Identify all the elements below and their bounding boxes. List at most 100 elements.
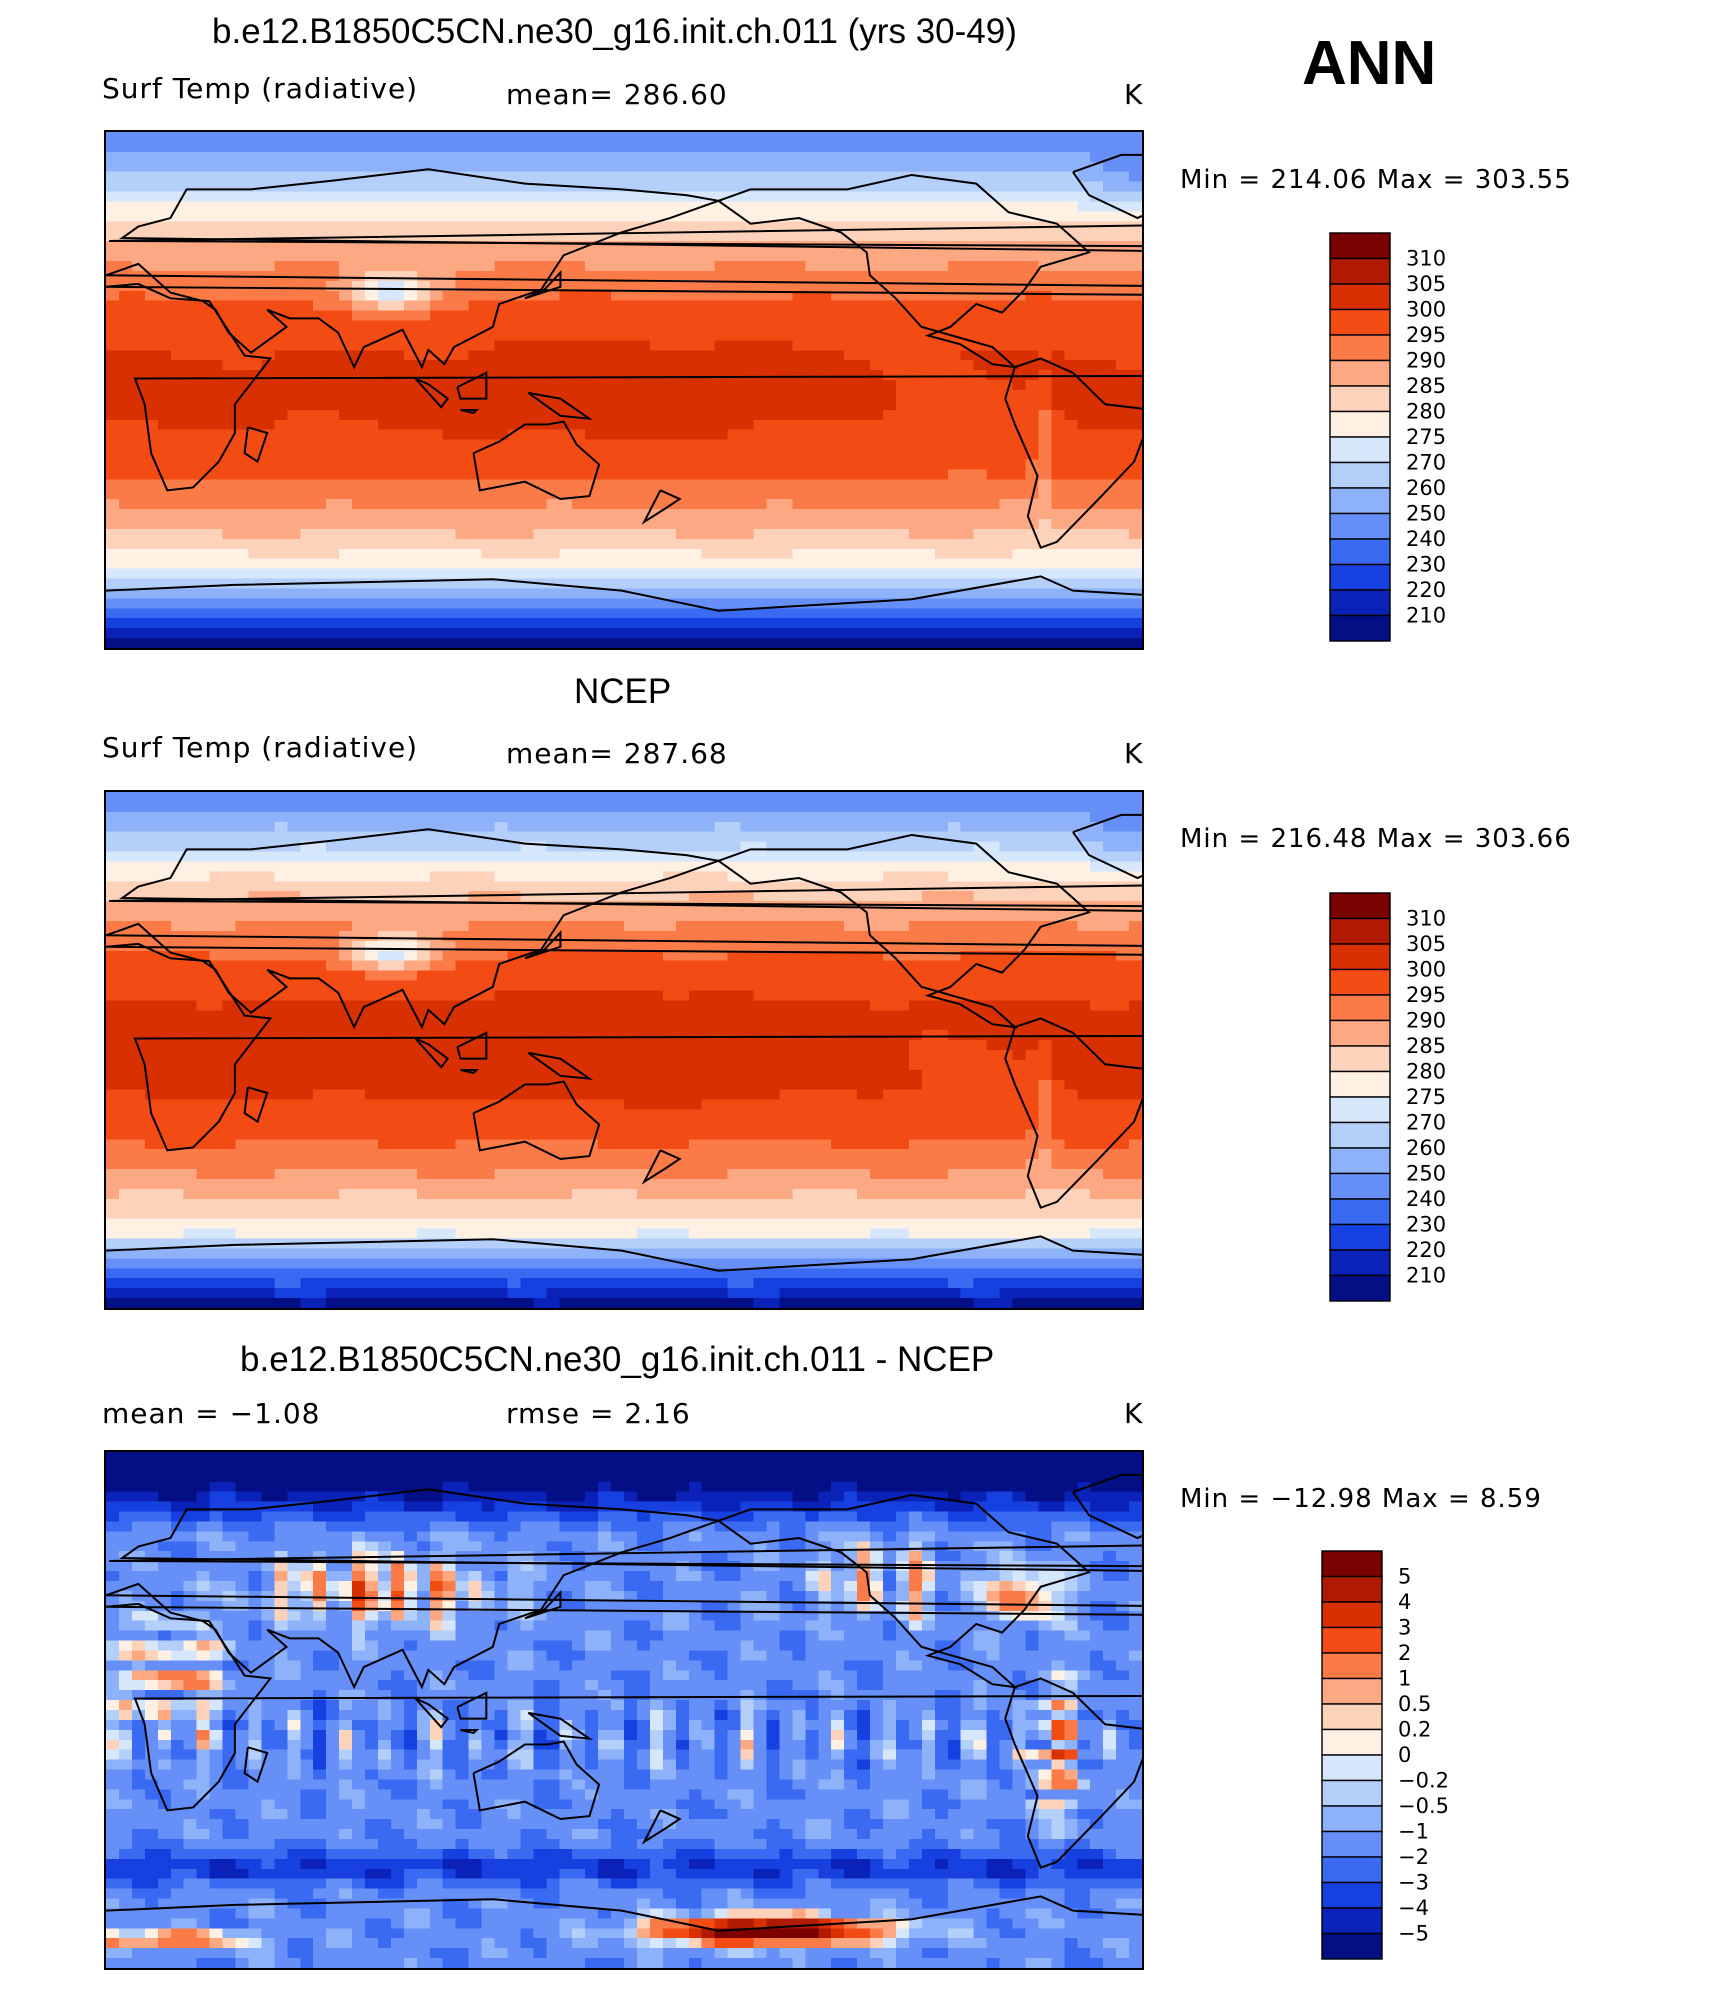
colorbar-segment bbox=[1321, 1805, 1383, 1833]
colorbar-tick-label: 240 bbox=[1406, 527, 1446, 551]
panel-title-obs: NCEP bbox=[574, 672, 672, 711]
colorbar-segment bbox=[1329, 614, 1391, 642]
colorbar-tick-label: 270 bbox=[1406, 451, 1446, 475]
colorbar-segment bbox=[1321, 1932, 1383, 1960]
colorbar-tick-label: 0.5 bbox=[1398, 1692, 1431, 1716]
coastline bbox=[243, 1746, 269, 1784]
coastline bbox=[106, 1488, 1142, 1690]
colorbar-tick-label: 270 bbox=[1406, 1111, 1446, 1135]
colorbar-tick-label: −2 bbox=[1398, 1845, 1429, 1869]
season-label: ANN bbox=[1302, 29, 1437, 98]
coastline bbox=[524, 929, 562, 960]
coastline bbox=[1004, 1677, 1142, 1869]
coastline bbox=[243, 1086, 269, 1124]
colorbar-segment bbox=[1329, 1198, 1391, 1226]
colorbar-segment bbox=[1329, 1147, 1391, 1175]
coastline bbox=[106, 1235, 1142, 1272]
coastline bbox=[456, 1691, 488, 1720]
colorbar-segment bbox=[1321, 1703, 1383, 1731]
colorbar-tick-label: 210 bbox=[1406, 1264, 1446, 1288]
colorbar-segment bbox=[1329, 1121, 1391, 1149]
colorbar-tick-label: 280 bbox=[1406, 400, 1446, 424]
colorbar-tick-label: 4 bbox=[1398, 1590, 1411, 1614]
colorbar-tick-label: 305 bbox=[1406, 932, 1446, 956]
coastline bbox=[1072, 1473, 1142, 1540]
colorbar-tick-label: 275 bbox=[1406, 425, 1446, 449]
coastline bbox=[106, 1895, 1142, 1932]
colorbar-tick-label: 210 bbox=[1406, 604, 1446, 628]
colorbar-tick-label: 260 bbox=[1406, 1136, 1446, 1160]
coastline bbox=[1072, 153, 1142, 220]
coastline bbox=[717, 833, 1091, 1029]
colorbar-tick-label: 305 bbox=[1406, 272, 1446, 296]
colorbar-tick-label: −3 bbox=[1398, 1871, 1429, 1895]
panel-variable-obs: Surf Temp (radiative) bbox=[102, 731, 419, 764]
field-cells bbox=[106, 792, 1142, 1308]
coastline bbox=[414, 1037, 450, 1069]
coastline bbox=[641, 1149, 682, 1185]
colorbar-segment bbox=[1329, 943, 1391, 971]
colorbar-segment bbox=[1329, 589, 1391, 617]
colorbar-segment bbox=[1329, 892, 1391, 920]
coastline bbox=[109, 224, 1142, 248]
coastline bbox=[460, 409, 480, 415]
panel-mean-obs: mean= 287.68 bbox=[506, 737, 728, 770]
coastline bbox=[641, 1809, 682, 1845]
coastline bbox=[106, 575, 1142, 612]
panel-title-diff: b.e12.B1850C5CN.ne30_g16.init.ch.011 - N… bbox=[240, 1340, 995, 1379]
colorbar-segment bbox=[1329, 232, 1391, 260]
colorbar-segment bbox=[1321, 1754, 1383, 1782]
panel-variable-model: Surf Temp (radiative) bbox=[102, 72, 419, 105]
panel-minmax-model: Min = 214.06 Max = 303.55 bbox=[1180, 165, 1572, 195]
coastline bbox=[527, 1051, 594, 1081]
colorbar-segment bbox=[1329, 1019, 1391, 1047]
colorbar-segment bbox=[1321, 1830, 1383, 1858]
colorbar-tick-label: 295 bbox=[1406, 323, 1446, 347]
colorbar-tick-label: 290 bbox=[1406, 1009, 1446, 1033]
colorbar-segment bbox=[1329, 334, 1391, 362]
colorbar-tick-label: 260 bbox=[1406, 476, 1446, 500]
coastline bbox=[1072, 813, 1142, 880]
colorbar-tick-label: 250 bbox=[1406, 1162, 1446, 1186]
coastline bbox=[527, 391, 594, 421]
coastline bbox=[527, 1711, 594, 1741]
coastline bbox=[106, 168, 1142, 370]
coastline bbox=[243, 426, 269, 464]
colorbar-segment bbox=[1329, 359, 1391, 387]
colorbar-segment bbox=[1321, 1626, 1383, 1654]
coastline bbox=[456, 1031, 488, 1060]
panel-units-diff: K bbox=[1124, 1397, 1144, 1430]
colorbar-model: 3103053002952902852802752702602502402302… bbox=[1329, 232, 1446, 642]
colorbar-tick-label: 2 bbox=[1398, 1641, 1411, 1665]
colorbar-tick-label: 280 bbox=[1406, 1060, 1446, 1084]
coastlines bbox=[106, 1473, 1142, 1932]
colorbar-segment bbox=[1329, 487, 1391, 515]
colorbar-tick-label: 310 bbox=[1406, 247, 1446, 271]
coastline bbox=[460, 1729, 480, 1735]
map-model bbox=[104, 130, 1144, 650]
coastline bbox=[106, 282, 1142, 492]
colorbar-segment bbox=[1329, 1070, 1391, 1098]
colorbar-tick-label: 5 bbox=[1398, 1565, 1411, 1589]
colorbar-segment bbox=[1329, 1223, 1391, 1251]
panel-minmax-diff: Min = −12.98 Max = 8.59 bbox=[1180, 1484, 1542, 1514]
colorbar-segment bbox=[1329, 968, 1391, 996]
colorbar-segment bbox=[1329, 1274, 1391, 1302]
panel-minmax-obs: Min = 216.48 Max = 303.66 bbox=[1180, 824, 1572, 854]
panel-title-model: b.e12.B1850C5CN.ne30_g16.init.ch.011 (yr… bbox=[212, 12, 1017, 51]
colorbar-segment bbox=[1321, 1575, 1383, 1603]
coastline bbox=[106, 828, 1142, 1030]
colorbar-segment bbox=[1329, 436, 1391, 464]
panel-mean-diff: mean = −1.08 bbox=[102, 1397, 321, 1430]
coastlines bbox=[106, 813, 1142, 1272]
colorbar-segment bbox=[1321, 1728, 1383, 1756]
colorbar-segment bbox=[1329, 283, 1391, 311]
colorbar-segment bbox=[1329, 385, 1391, 413]
coastline bbox=[109, 884, 1142, 908]
coastline bbox=[456, 371, 488, 400]
colorbar-segment bbox=[1329, 257, 1391, 285]
panel-mean-model: mean= 286.60 bbox=[506, 78, 728, 111]
colorbar-segment bbox=[1321, 1550, 1383, 1578]
colorbar-tick-label: 295 bbox=[1406, 983, 1446, 1007]
colorbar-segment bbox=[1329, 308, 1391, 336]
